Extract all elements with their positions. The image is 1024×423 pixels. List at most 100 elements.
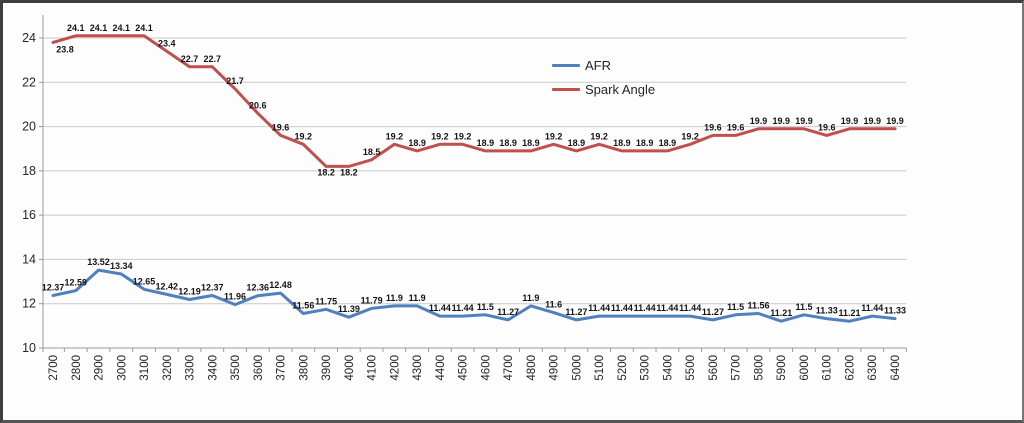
data-label: 11.5 <box>477 302 494 312</box>
data-label: 19.6 <box>272 122 290 132</box>
data-label: 24.1 <box>135 23 153 33</box>
x-tick-label: 2900 <box>94 355 106 381</box>
legend-item-afr[interactable]: AFR <box>552 57 655 74</box>
x-tick-label: 5000 <box>571 355 583 381</box>
data-label: 11.33 <box>816 306 838 316</box>
data-label: 19.9 <box>750 116 768 126</box>
data-label: 11.56 <box>292 300 314 310</box>
data-label: 18.9 <box>408 138 426 148</box>
data-label: 19.2 <box>386 131 404 141</box>
afr-line-swatch-icon <box>552 64 580 67</box>
legend-item-spark-angle[interactable]: Spark Angle <box>552 81 655 98</box>
x-tick-label: 4900 <box>549 355 561 381</box>
y-axis-labels: 24 22 20 18 16 14 12 10 <box>22 31 36 355</box>
x-tick-label: 5500 <box>685 355 697 381</box>
data-label: 12.37 <box>201 283 224 293</box>
data-label: 19.2 <box>681 131 699 141</box>
y-tick-label: 22 <box>22 75 36 89</box>
x-tick-label: 5100 <box>594 355 606 381</box>
data-label: 21.7 <box>226 76 244 86</box>
data-label: 18.9 <box>477 138 495 148</box>
data-label: 11.27 <box>497 307 519 317</box>
data-label: 11.56 <box>747 300 769 310</box>
legend-label-afr: AFR <box>585 58 611 73</box>
data-label: 11.33 <box>884 306 906 316</box>
x-axis-labels: 2700 2800 2900 3000 3100 3200 3300 3400 3500 3600… <box>48 355 902 381</box>
x-tick-label: 5700 <box>731 355 743 381</box>
afr-line[interactable] <box>51 268 897 323</box>
y-tick-label: 14 <box>22 252 36 266</box>
data-label: 23.4 <box>158 38 176 48</box>
x-tick-label: 3200 <box>162 355 174 381</box>
data-label: 18.9 <box>568 138 586 148</box>
data-label: 18.2 <box>317 167 335 177</box>
data-label: 11.9 <box>522 293 539 303</box>
y-tick-label: 24 <box>22 31 36 45</box>
data-label: 19.2 <box>454 131 472 141</box>
data-label: 18.2 <box>340 167 358 177</box>
data-label: 18.5 <box>363 147 381 157</box>
data-label: 11.21 <box>770 308 792 318</box>
data-label: 11.79 <box>361 295 383 305</box>
data-label: 11.27 <box>702 307 724 317</box>
x-tick-label: 3400 <box>207 355 219 381</box>
y-tick-label: 16 <box>22 208 36 222</box>
data-label: 18.9 <box>659 138 677 148</box>
data-label: 24.1 <box>67 23 85 33</box>
spark-angle-line[interactable] <box>51 34 897 168</box>
data-label: 12.19 <box>178 287 201 297</box>
x-tick-label: 5400 <box>662 355 674 381</box>
data-label: 19.9 <box>772 116 790 126</box>
x-tick-label: 5800 <box>753 355 765 381</box>
data-label: 11.44 <box>861 303 883 313</box>
x-tick-label: 3300 <box>185 355 197 381</box>
data-label: 11.39 <box>338 304 360 314</box>
data-label: 11.44 <box>588 303 610 313</box>
data-label: 12.59 <box>64 278 87 288</box>
x-tick-label: 4200 <box>389 355 401 381</box>
data-label: 19.2 <box>545 131 563 141</box>
data-label: 11.75 <box>315 296 337 306</box>
data-label: 19.9 <box>795 116 813 126</box>
legend: AFR Spark Angle <box>552 57 655 98</box>
x-tick-label: 4100 <box>367 355 379 381</box>
x-tick-label: 2700 <box>48 355 60 381</box>
data-label: 19.6 <box>727 122 745 132</box>
data-label: 11.21 <box>838 308 860 318</box>
x-tick-label: 4500 <box>458 355 470 381</box>
x-tick-label: 4400 <box>435 355 447 381</box>
data-label: 19.6 <box>704 122 722 132</box>
data-labels-spark-angle: 23.8 24.1 24.1 24.1 24.1 23.4 22.7 22.7 21.7 20.6… <box>56 23 904 178</box>
data-label: 19.6 <box>818 122 836 132</box>
x-tick-label: 2800 <box>71 355 83 381</box>
data-label: 11.44 <box>429 303 451 313</box>
data-label: 11.9 <box>409 293 426 303</box>
data-label: 11.44 <box>679 303 701 313</box>
x-tick-label: 3900 <box>321 355 333 381</box>
data-label: 11.5 <box>795 302 812 312</box>
data-label: 12.42 <box>156 281 179 291</box>
data-label: 11.5 <box>727 302 744 312</box>
data-label: 12.37 <box>42 283 65 293</box>
x-tick-label: 5300 <box>640 355 652 381</box>
data-label: 13.52 <box>87 257 110 267</box>
data-label: 19.9 <box>863 116 881 126</box>
x-tick-label: 4300 <box>412 355 424 381</box>
data-label: 11.27 <box>565 307 587 317</box>
data-label: 19.2 <box>590 131 608 141</box>
data-label: 11.6 <box>545 300 562 310</box>
data-label: 22.7 <box>181 54 199 64</box>
data-label: 23.8 <box>56 44 74 54</box>
x-tick-label: 4000 <box>344 355 356 381</box>
data-label: 11.9 <box>386 293 403 303</box>
data-label: 11.44 <box>611 303 633 313</box>
data-label: 19.9 <box>841 116 859 126</box>
x-tick-label: 3800 <box>298 355 310 381</box>
y-tick-label: 10 <box>22 341 36 355</box>
data-label: 19.9 <box>886 116 904 126</box>
y-tick-label: 18 <box>22 164 36 178</box>
data-label: 18.9 <box>613 138 631 148</box>
gridlines <box>43 37 907 305</box>
